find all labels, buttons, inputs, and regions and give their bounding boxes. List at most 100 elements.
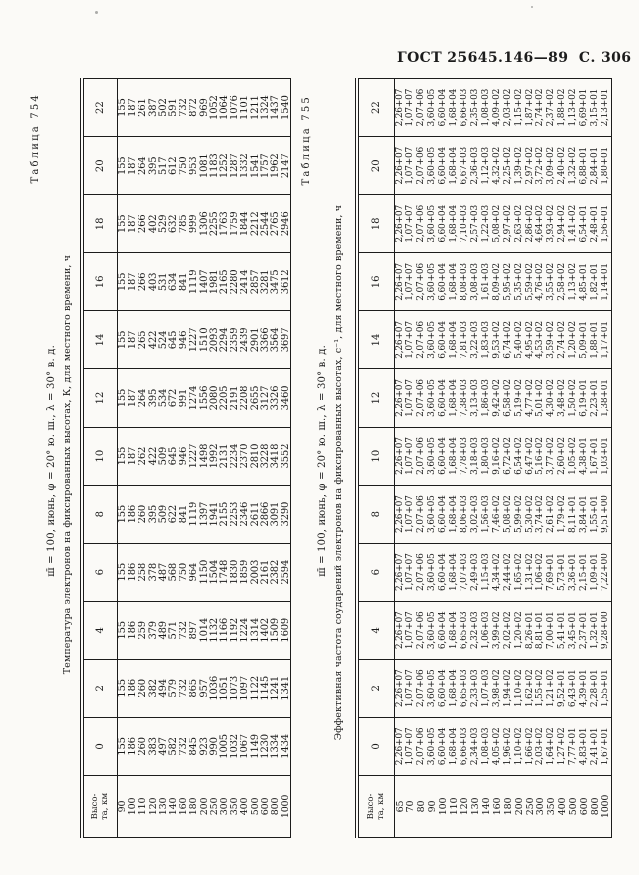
table-row: 350 1,64+02 1,21+02 7,00+01 7,69+01 2,61+02 3,… xyxy=(546,78,558,838)
value-cell: 3,36+01 xyxy=(568,543,579,602)
value-cell: 1,67+01 xyxy=(600,717,612,776)
value-cell: 8,08+03 xyxy=(459,252,471,311)
value-cell: 3,60+05 xyxy=(427,194,438,253)
value-cell: 4,95+02 xyxy=(524,310,536,369)
height-cell: 250 xyxy=(524,775,536,838)
value-cell: 187 xyxy=(127,252,138,311)
corner-header: Высо- та, км xyxy=(358,775,395,838)
table-row: 200 1,10+02 1,10+02 1,20+02 1,65+02 5,99+02 6,… xyxy=(513,78,525,838)
value-cell: 2,48+01 xyxy=(589,194,601,253)
value-cell: 2,94+02 xyxy=(557,194,568,253)
value-cell: 1541 xyxy=(249,136,261,195)
value-cell: 3,60+05 xyxy=(427,252,438,311)
value-cell: 1509 xyxy=(270,601,281,660)
value-cell: 3460 xyxy=(280,368,291,428)
value-cell: 1097 xyxy=(239,659,250,718)
table-row: 800 2,41+01 2,28+01 1,32+01 1,09+01 1,55+01 1,… xyxy=(589,78,601,838)
value-cell: 2901 xyxy=(249,310,261,369)
value-cell: 2208 xyxy=(239,368,250,428)
table-row: 160 732 732 732 750 841 946 991 946 841 785 750 732 xyxy=(178,78,189,838)
value-cell: 5,35+02 xyxy=(513,252,525,311)
value-cell: 2,36+03 xyxy=(470,136,482,195)
value-cell: 6,60+04 xyxy=(437,252,449,311)
value-cell: 634 xyxy=(168,252,179,311)
value-cell: 1,07+07 xyxy=(405,368,417,428)
value-cell: 8,06+03 xyxy=(459,485,471,544)
value-cell: 2212 xyxy=(249,194,261,253)
value-cell: 2147 xyxy=(280,136,291,195)
value-cell: 2,26+07 xyxy=(394,310,406,369)
value-cell: 579 xyxy=(168,659,179,718)
hour-header: 12 xyxy=(358,368,395,428)
value-cell: 1183 xyxy=(209,136,220,195)
table-row: 180 845 865 897 964 1119 1227 1274 1227 1119 999 95… xyxy=(188,78,199,838)
value-cell: 1407 xyxy=(199,252,210,311)
value-cell: 3,09+02 xyxy=(546,136,558,195)
value-cell: 517 xyxy=(158,136,169,195)
value-cell: 2,26+07 xyxy=(394,717,406,776)
value-cell: 953 xyxy=(188,136,199,195)
value-cell: 785 xyxy=(178,194,189,253)
value-cell: 6,60+04 xyxy=(437,310,449,369)
value-cell: 3,02+03 xyxy=(470,485,482,544)
value-cell: 1145 xyxy=(260,659,271,718)
value-cell: 2,84+01 xyxy=(589,136,601,195)
value-cell: 7,46+02 xyxy=(492,485,503,544)
height-cell: 160 xyxy=(178,775,189,838)
value-cell: 2191 xyxy=(229,368,240,428)
value-cell: 3,60+05 xyxy=(427,78,438,137)
value-cell: 1,80+01 xyxy=(600,136,612,195)
value-cell: 259 xyxy=(137,601,149,660)
value-cell: 1119 xyxy=(188,252,199,311)
value-cell: 2382 xyxy=(270,543,281,602)
value-cell: 990 xyxy=(209,717,220,776)
value-cell: 732 xyxy=(178,78,189,137)
hour-header: 12 xyxy=(83,368,118,428)
height-cell: 100 xyxy=(127,775,138,838)
value-cell: 502 xyxy=(158,78,169,137)
value-cell: 4,09+02 xyxy=(492,78,503,137)
value-cell: 2,74+02 xyxy=(557,310,568,369)
value-cell: 258 xyxy=(137,543,149,602)
value-cell: 186 xyxy=(127,601,138,660)
height-cell: 140 xyxy=(481,775,493,838)
value-cell: 1,07+07 xyxy=(405,543,417,602)
value-cell: 6,43+01 xyxy=(568,659,579,718)
value-cell: 5,08+02 xyxy=(492,194,503,253)
value-cell: 422 xyxy=(148,427,159,486)
value-cell: 9,53+02 xyxy=(492,310,503,369)
hour-header: 10 xyxy=(83,427,118,486)
value-cell: 1,56+01 xyxy=(600,194,612,253)
value-cell: 6,60+04 xyxy=(437,543,449,602)
value-cell: 2,26+07 xyxy=(394,194,406,253)
value-cell: 2,86+02 xyxy=(524,194,536,253)
value-cell: 6,60+04 xyxy=(437,368,449,428)
hour-header: 2 xyxy=(358,659,395,718)
value-cell: 1,65+02 xyxy=(513,543,525,602)
value-cell: 2,37+01 xyxy=(578,601,590,660)
value-cell: 2,07+06 xyxy=(416,194,428,253)
value-cell: 4,30+02 xyxy=(546,368,558,428)
value-cell: 571 xyxy=(168,601,179,660)
value-cell: 4,76+02 xyxy=(535,252,547,311)
value-cell: 6,60+04 xyxy=(437,78,449,137)
height-cell: 90 xyxy=(427,775,438,838)
value-cell: 262 xyxy=(137,427,149,486)
value-cell: 2,07+06 xyxy=(416,717,428,776)
table-row: 70 1,07+07 1,07+07 1,07+07 1,07+07 1,07+07 1,0… xyxy=(405,78,417,838)
value-cell: 403 xyxy=(148,252,159,311)
value-cell: 3697 xyxy=(280,310,291,369)
value-cell: 841 xyxy=(178,485,189,544)
value-cell: 2080 xyxy=(209,368,220,428)
value-cell: 1844 xyxy=(239,194,250,253)
value-cell: 378 xyxy=(148,543,159,602)
value-cell: 2,26+07 xyxy=(394,659,406,718)
value-cell: 632 xyxy=(168,194,179,253)
value-cell: 1,32+02 xyxy=(568,136,579,195)
value-cell: 3475 xyxy=(270,252,281,311)
hour-header: 10 xyxy=(358,427,395,486)
value-cell: 2,07+06 xyxy=(416,78,428,137)
value-cell: 7,38+03 xyxy=(459,368,471,428)
table-row: 90 155 155 155 155 155 155 155 155 155 155 155 155 xyxy=(117,78,128,838)
table-755-wrap: Высо- та, км 0 2 4 6 8 10 12 14 16 18 20 22 65 2,26+07… xyxy=(355,78,639,838)
